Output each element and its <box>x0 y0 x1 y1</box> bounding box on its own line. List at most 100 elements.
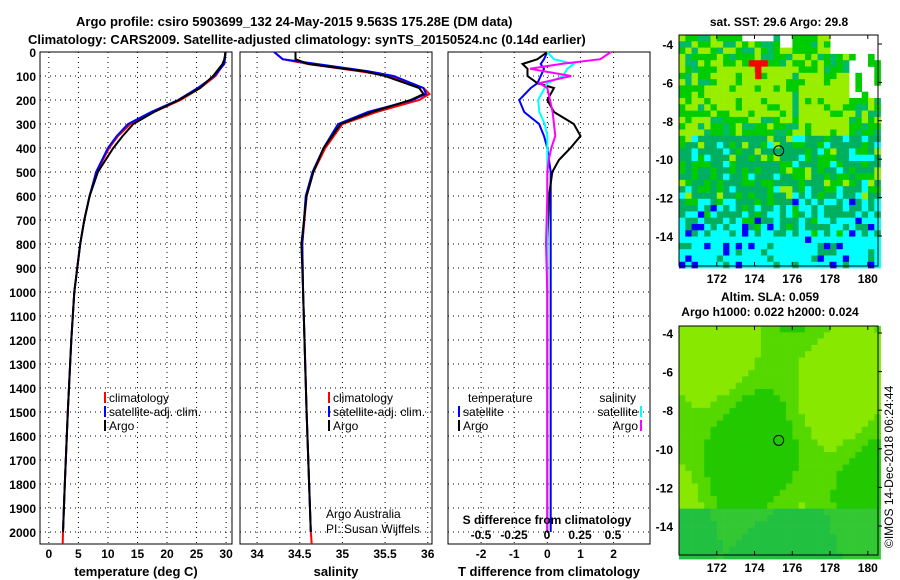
map-cell <box>729 470 736 478</box>
map-cell <box>792 72 799 80</box>
map-cell <box>779 376 787 383</box>
map-cell <box>773 242 781 250</box>
map-cell <box>710 445 718 453</box>
map-cell <box>849 230 856 237</box>
map-cell <box>729 458 736 465</box>
map-cell <box>704 458 711 465</box>
map-cell <box>773 326 781 333</box>
map-cell <box>792 395 799 402</box>
map-cell <box>742 470 749 478</box>
map-cell <box>748 154 755 162</box>
map-cell <box>697 351 705 358</box>
map-cell <box>710 154 718 162</box>
map-cell <box>823 192 831 200</box>
map-cell <box>786 60 793 67</box>
map-cell <box>798 552 806 560</box>
map-cell <box>691 496 699 503</box>
map-cell <box>704 41 711 48</box>
map-cell <box>836 546 844 554</box>
map-cell <box>830 129 837 137</box>
map-cell <box>805 370 812 377</box>
map-cell <box>773 66 781 74</box>
map-cell <box>861 135 869 143</box>
map-cell <box>823 47 831 55</box>
map-cell <box>855 198 862 206</box>
map-cell <box>811 521 818 528</box>
map-cell <box>735 142 743 149</box>
map-cell <box>760 540 768 547</box>
map-cell <box>811 205 818 212</box>
map-cell <box>817 211 825 218</box>
map-cell <box>798 249 806 256</box>
map-cell <box>704 515 711 522</box>
map-cell <box>735 407 743 415</box>
map-cell <box>691 395 699 402</box>
map-cell <box>823 142 831 149</box>
map-cell <box>729 85 736 92</box>
map-cell <box>735 60 743 67</box>
map-cell <box>817 407 825 415</box>
map-cell <box>786 135 793 143</box>
map-cell <box>773 230 781 237</box>
map-cell <box>805 135 812 143</box>
map-cell <box>691 407 699 415</box>
map-cell <box>723 205 730 212</box>
map-cell <box>855 433 862 440</box>
map-cell <box>792 249 799 256</box>
map-cell <box>735 452 743 459</box>
map-cell <box>842 236 850 244</box>
map-cell <box>798 47 806 55</box>
map-cell <box>716 173 724 181</box>
map-cell <box>716 552 724 560</box>
map-cell <box>779 420 787 428</box>
map-cell <box>704 546 711 554</box>
map-cell <box>685 110 692 118</box>
map-cell <box>704 477 711 484</box>
map-cell <box>805 420 812 428</box>
map-cell <box>716 515 724 522</box>
map-cell <box>723 458 730 465</box>
map-cell <box>767 154 774 162</box>
map-cell <box>723 401 730 409</box>
map-cell <box>842 85 850 92</box>
map-cell <box>868 527 875 535</box>
map-cell <box>798 464 806 472</box>
map-cell <box>742 198 749 206</box>
map-cell <box>679 98 686 105</box>
map-cell <box>679 445 686 453</box>
map-cell <box>823 452 831 459</box>
map-cell <box>716 496 724 503</box>
map-cell <box>811 483 818 491</box>
map-cell <box>842 445 850 453</box>
map-cell <box>817 205 825 212</box>
map-cell <box>836 104 844 111</box>
map-cell <box>729 344 736 352</box>
map-cell <box>760 464 768 472</box>
map-cell <box>811 116 818 124</box>
map-cell <box>855 154 862 162</box>
map-cell <box>679 60 686 67</box>
map-cell <box>836 79 844 86</box>
map-cell <box>855 452 862 459</box>
map-cell <box>798 116 806 124</box>
map-cell <box>805 515 812 522</box>
map-cell <box>710 255 718 263</box>
lon-tick-label: 176 <box>782 561 802 575</box>
map-cell <box>823 395 831 402</box>
map-cell <box>861 344 869 352</box>
map-cell <box>786 79 793 86</box>
map-cell <box>742 91 749 99</box>
map-cell <box>710 104 718 111</box>
map-cell <box>779 521 787 528</box>
map-cell <box>729 110 736 118</box>
map-cell <box>817 483 825 491</box>
map-cell <box>710 135 718 143</box>
map-cell <box>849 167 856 174</box>
map-cell <box>786 110 793 118</box>
map-cell <box>861 382 869 390</box>
map-cell <box>679 116 686 124</box>
map-cell <box>723 389 730 396</box>
map-cell <box>805 123 812 130</box>
